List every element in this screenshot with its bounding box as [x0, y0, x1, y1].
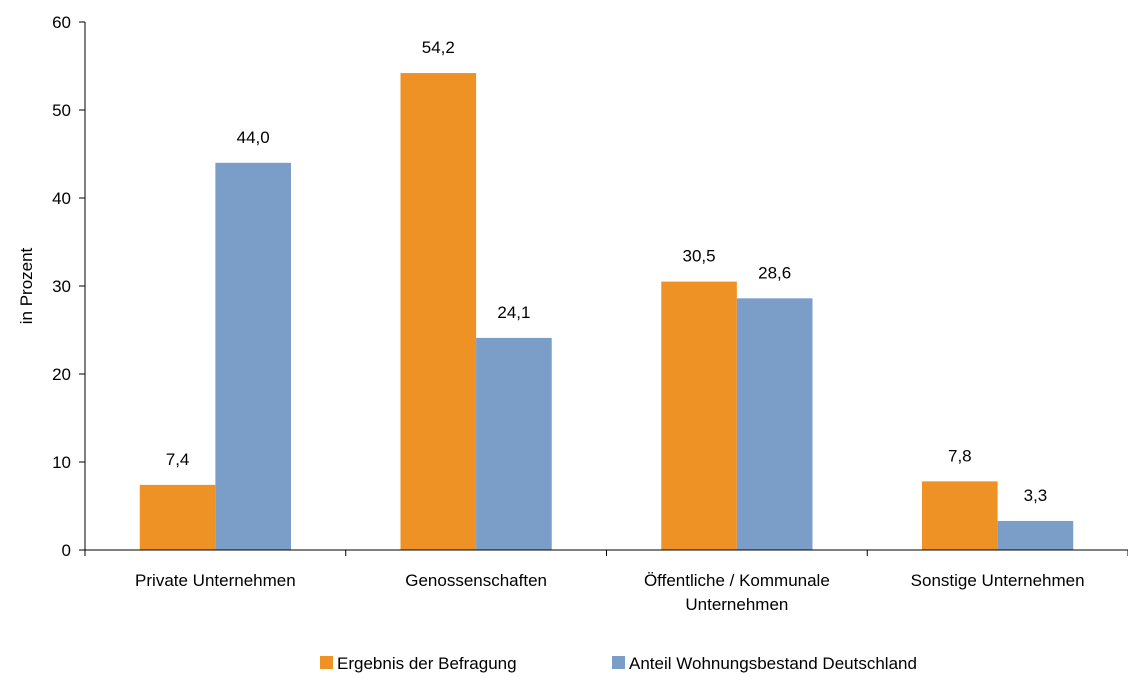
y-tick-label: 60 — [52, 13, 71, 32]
bar — [922, 481, 998, 550]
category-label: Sonstige Unternehmen — [911, 571, 1085, 590]
category-label: Private Unternehmen — [135, 571, 296, 590]
category-label: Öffentliche / Kommunale — [644, 571, 830, 590]
bars-group — [139, 73, 1074, 551]
y-tick-label: 0 — [62, 541, 71, 560]
bar — [661, 281, 737, 550]
data-label: 30,5 — [683, 247, 716, 266]
bar — [215, 162, 291, 551]
bar — [400, 73, 477, 550]
legend-swatch — [320, 656, 333, 669]
data-label: 7,8 — [948, 446, 972, 465]
data-label: 7,4 — [166, 450, 190, 469]
legend-label: Ergebnis der Befragung — [337, 654, 517, 673]
data-label: 28,6 — [758, 263, 791, 282]
y-ticks-group: 0 10 20 30 40 50 60 — [52, 13, 85, 560]
data-label: 44,0 — [237, 128, 270, 147]
category-label: Unternehmen — [685, 595, 788, 614]
y-tick-label: 20 — [52, 365, 71, 384]
y-tick-label: 30 — [52, 277, 71, 296]
bar — [139, 484, 216, 550]
category-labels-group: Private Unternehmen Genossenschaften Öffen… — [135, 571, 1085, 614]
data-label: 24,1 — [497, 303, 530, 322]
legend: Ergebnis der Befragung Anteil Wohnungsbes… — [320, 654, 917, 673]
category-label: Genossenschaften — [405, 571, 547, 590]
bar — [476, 337, 552, 550]
y-tick-label: 50 — [52, 101, 71, 120]
bar — [997, 520, 1074, 550]
y-axis-title: in Prozent — [17, 247, 36, 324]
data-labels-group: 7,4 54,2 30,5 7,8 44,0 24,1 28,6 3,3 — [166, 38, 1048, 505]
data-label: 54,2 — [422, 38, 455, 57]
y-tick-label: 40 — [52, 189, 71, 208]
legend-swatch — [612, 656, 625, 669]
legend-label: Anteil Wohnungsbestand Deutschland — [629, 654, 917, 673]
x-ticks-group — [84, 550, 1128, 556]
y-tick-label: 10 — [52, 453, 71, 472]
data-label: 3,3 — [1024, 486, 1048, 505]
bar — [736, 298, 813, 550]
